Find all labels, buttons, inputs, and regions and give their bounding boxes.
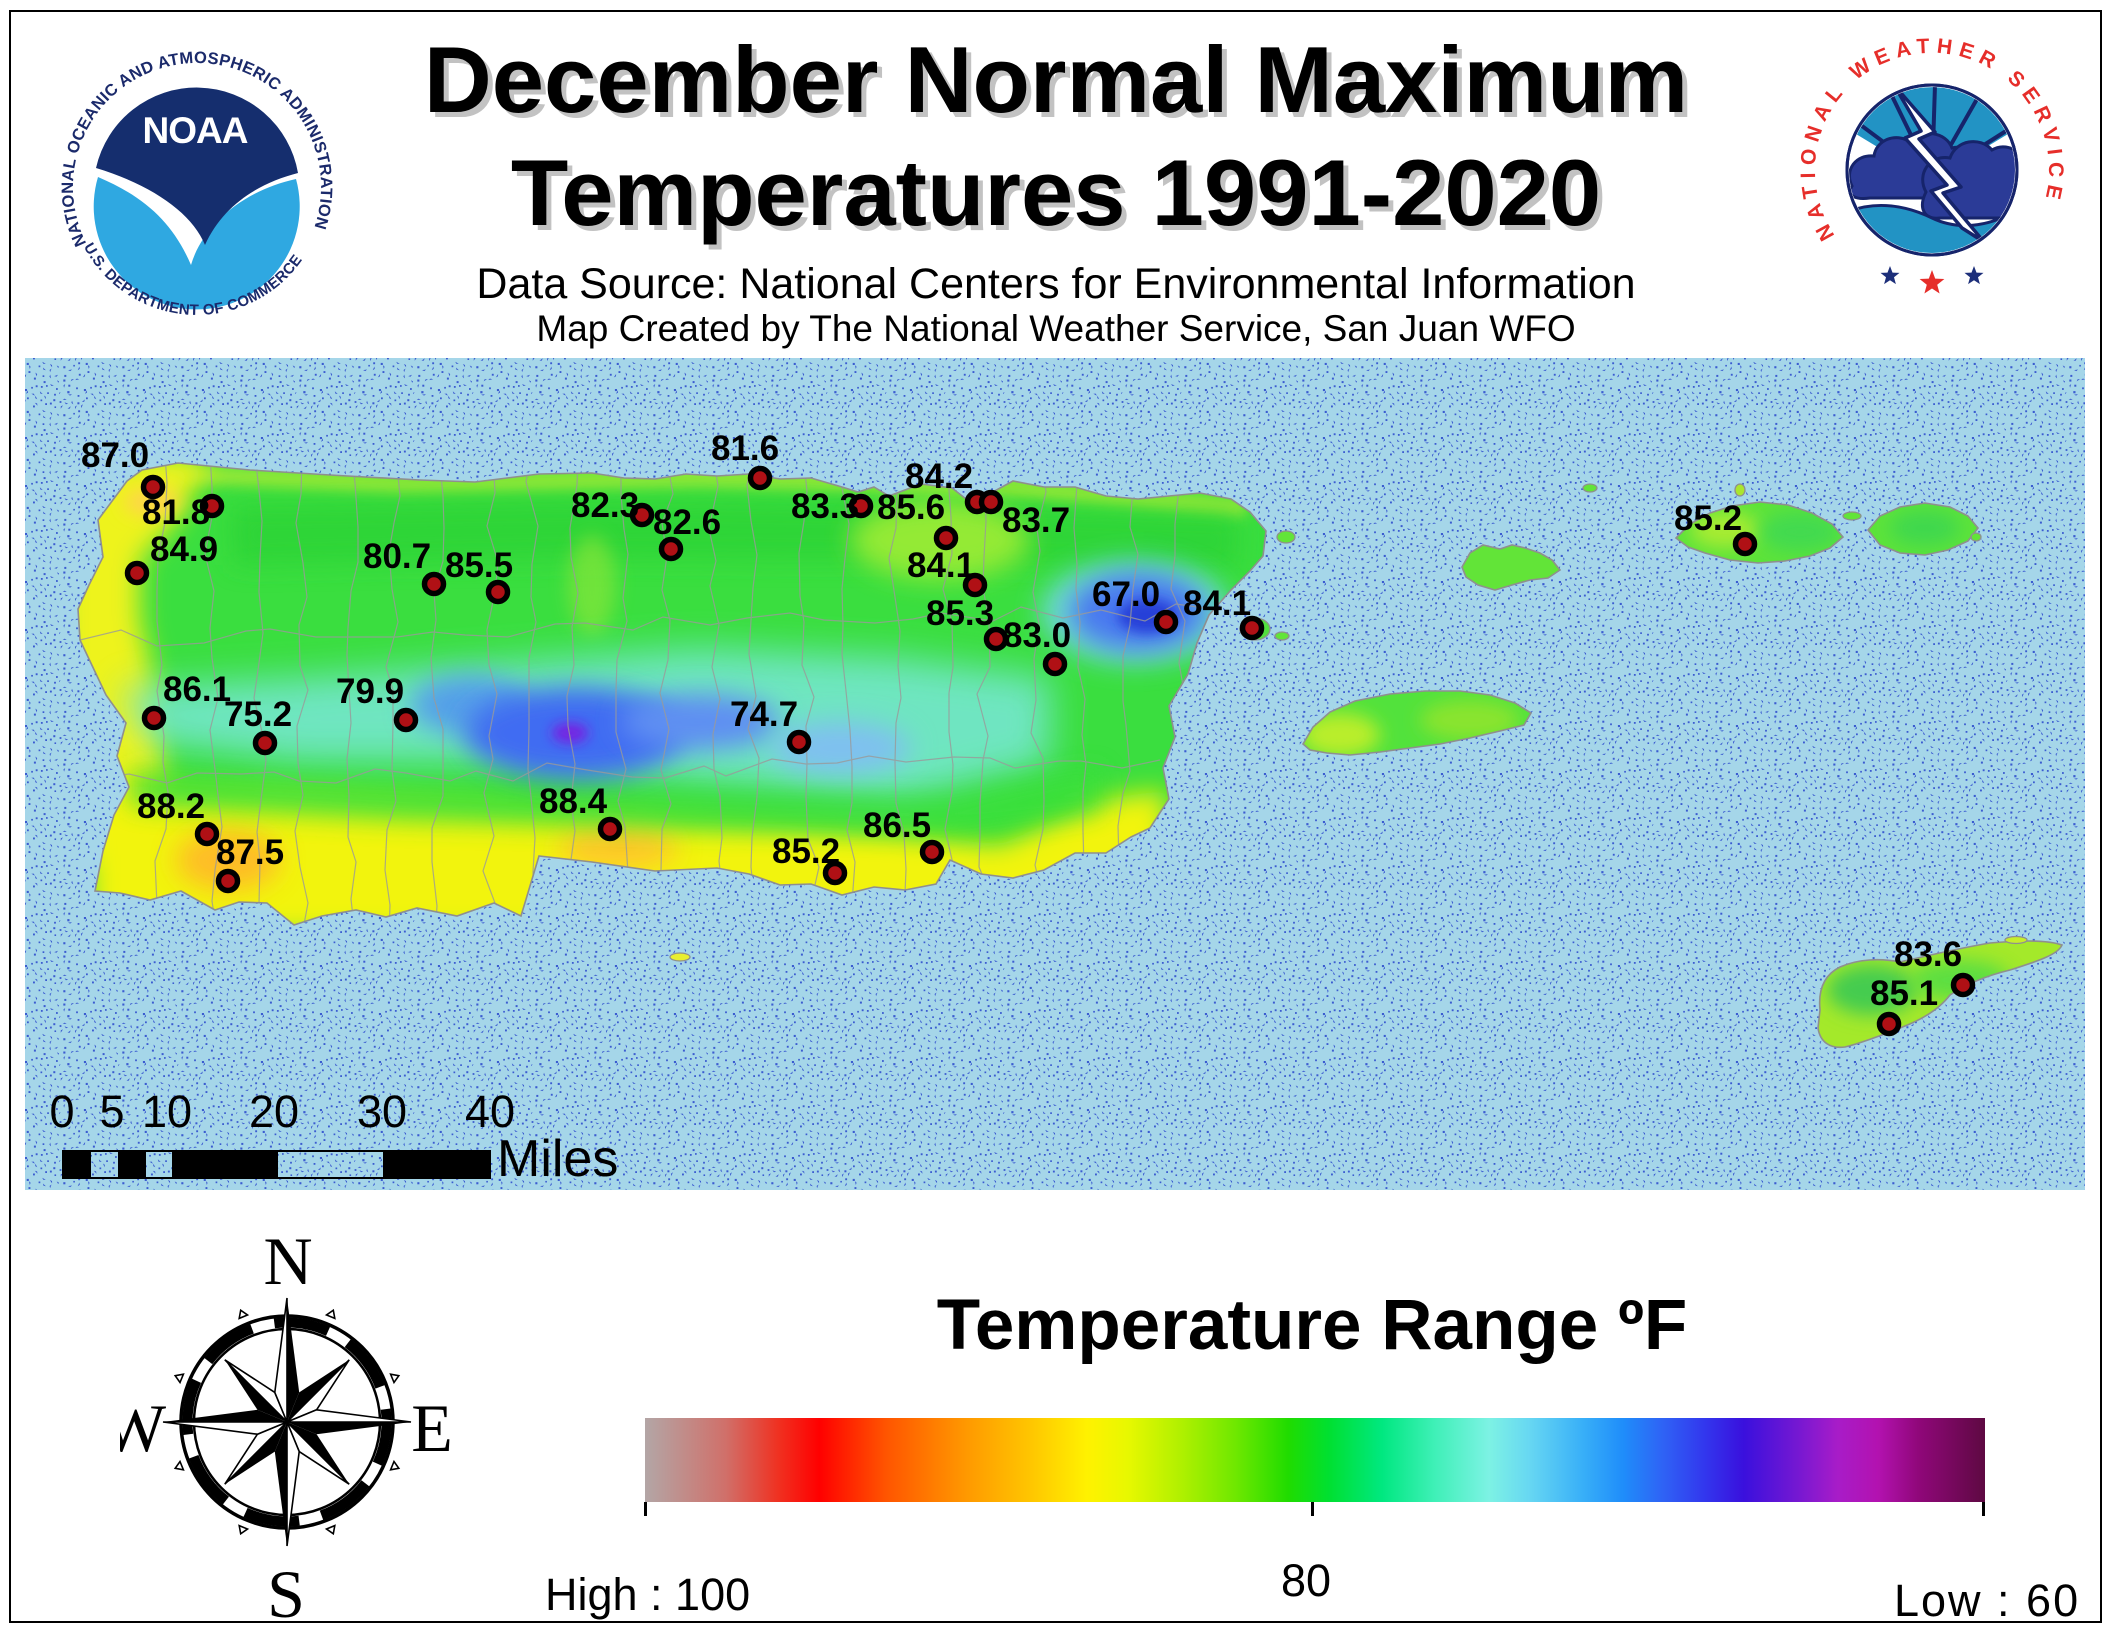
svg-text:67.0: 67.0: [1092, 575, 1160, 614]
svg-text:N: N: [263, 1235, 312, 1299]
svg-text:85.5: 85.5: [445, 546, 513, 585]
svg-text:Miles: Miles: [497, 1130, 618, 1188]
svg-text:W: W: [120, 1390, 167, 1466]
svg-text:82.3: 82.3: [571, 486, 639, 525]
svg-text:87.0: 87.0: [81, 436, 149, 475]
svg-text:83.0: 83.0: [1003, 616, 1071, 655]
svg-text:5: 5: [99, 1086, 124, 1137]
svg-text:85.1: 85.1: [1870, 974, 1938, 1013]
svg-text:84.2: 84.2: [905, 457, 973, 496]
svg-text:30: 30: [357, 1086, 407, 1137]
svg-text:85.3: 85.3: [926, 594, 994, 633]
svg-text:88.4: 88.4: [539, 782, 608, 821]
svg-text:NOAA: NOAA: [143, 110, 248, 151]
svg-text:83.7: 83.7: [1002, 501, 1070, 540]
svg-text:86.1: 86.1: [163, 670, 231, 709]
svg-text:85.6: 85.6: [877, 488, 945, 527]
svg-text:81.8: 81.8: [142, 493, 210, 532]
svg-text:75.2: 75.2: [224, 695, 292, 734]
svg-text:85.2: 85.2: [772, 832, 840, 871]
svg-text:85.2: 85.2: [1674, 499, 1742, 538]
svg-text:88.2: 88.2: [137, 787, 205, 826]
svg-text:81.6: 81.6: [711, 429, 779, 468]
svg-text:83.3: 83.3: [791, 487, 859, 526]
svg-text:84.1: 84.1: [1183, 584, 1251, 623]
svg-text:20: 20: [249, 1086, 299, 1137]
svg-text:40: 40: [465, 1086, 515, 1137]
svg-text:80.7: 80.7: [363, 537, 431, 576]
svg-text:0: 0: [49, 1086, 74, 1137]
svg-text:79.9: 79.9: [336, 672, 404, 711]
svg-text:87.5: 87.5: [216, 833, 284, 872]
svg-text:84.1: 84.1: [907, 546, 975, 585]
svg-text:74.7: 74.7: [730, 695, 798, 734]
svg-text:86.5: 86.5: [863, 806, 931, 845]
svg-text:10: 10: [142, 1086, 192, 1137]
svg-text:83.6: 83.6: [1894, 935, 1962, 974]
svg-text:84.9: 84.9: [150, 530, 218, 569]
svg-text:82.6: 82.6: [653, 503, 721, 542]
svg-text:S: S: [267, 1556, 305, 1630]
svg-text:E: E: [411, 1390, 453, 1466]
